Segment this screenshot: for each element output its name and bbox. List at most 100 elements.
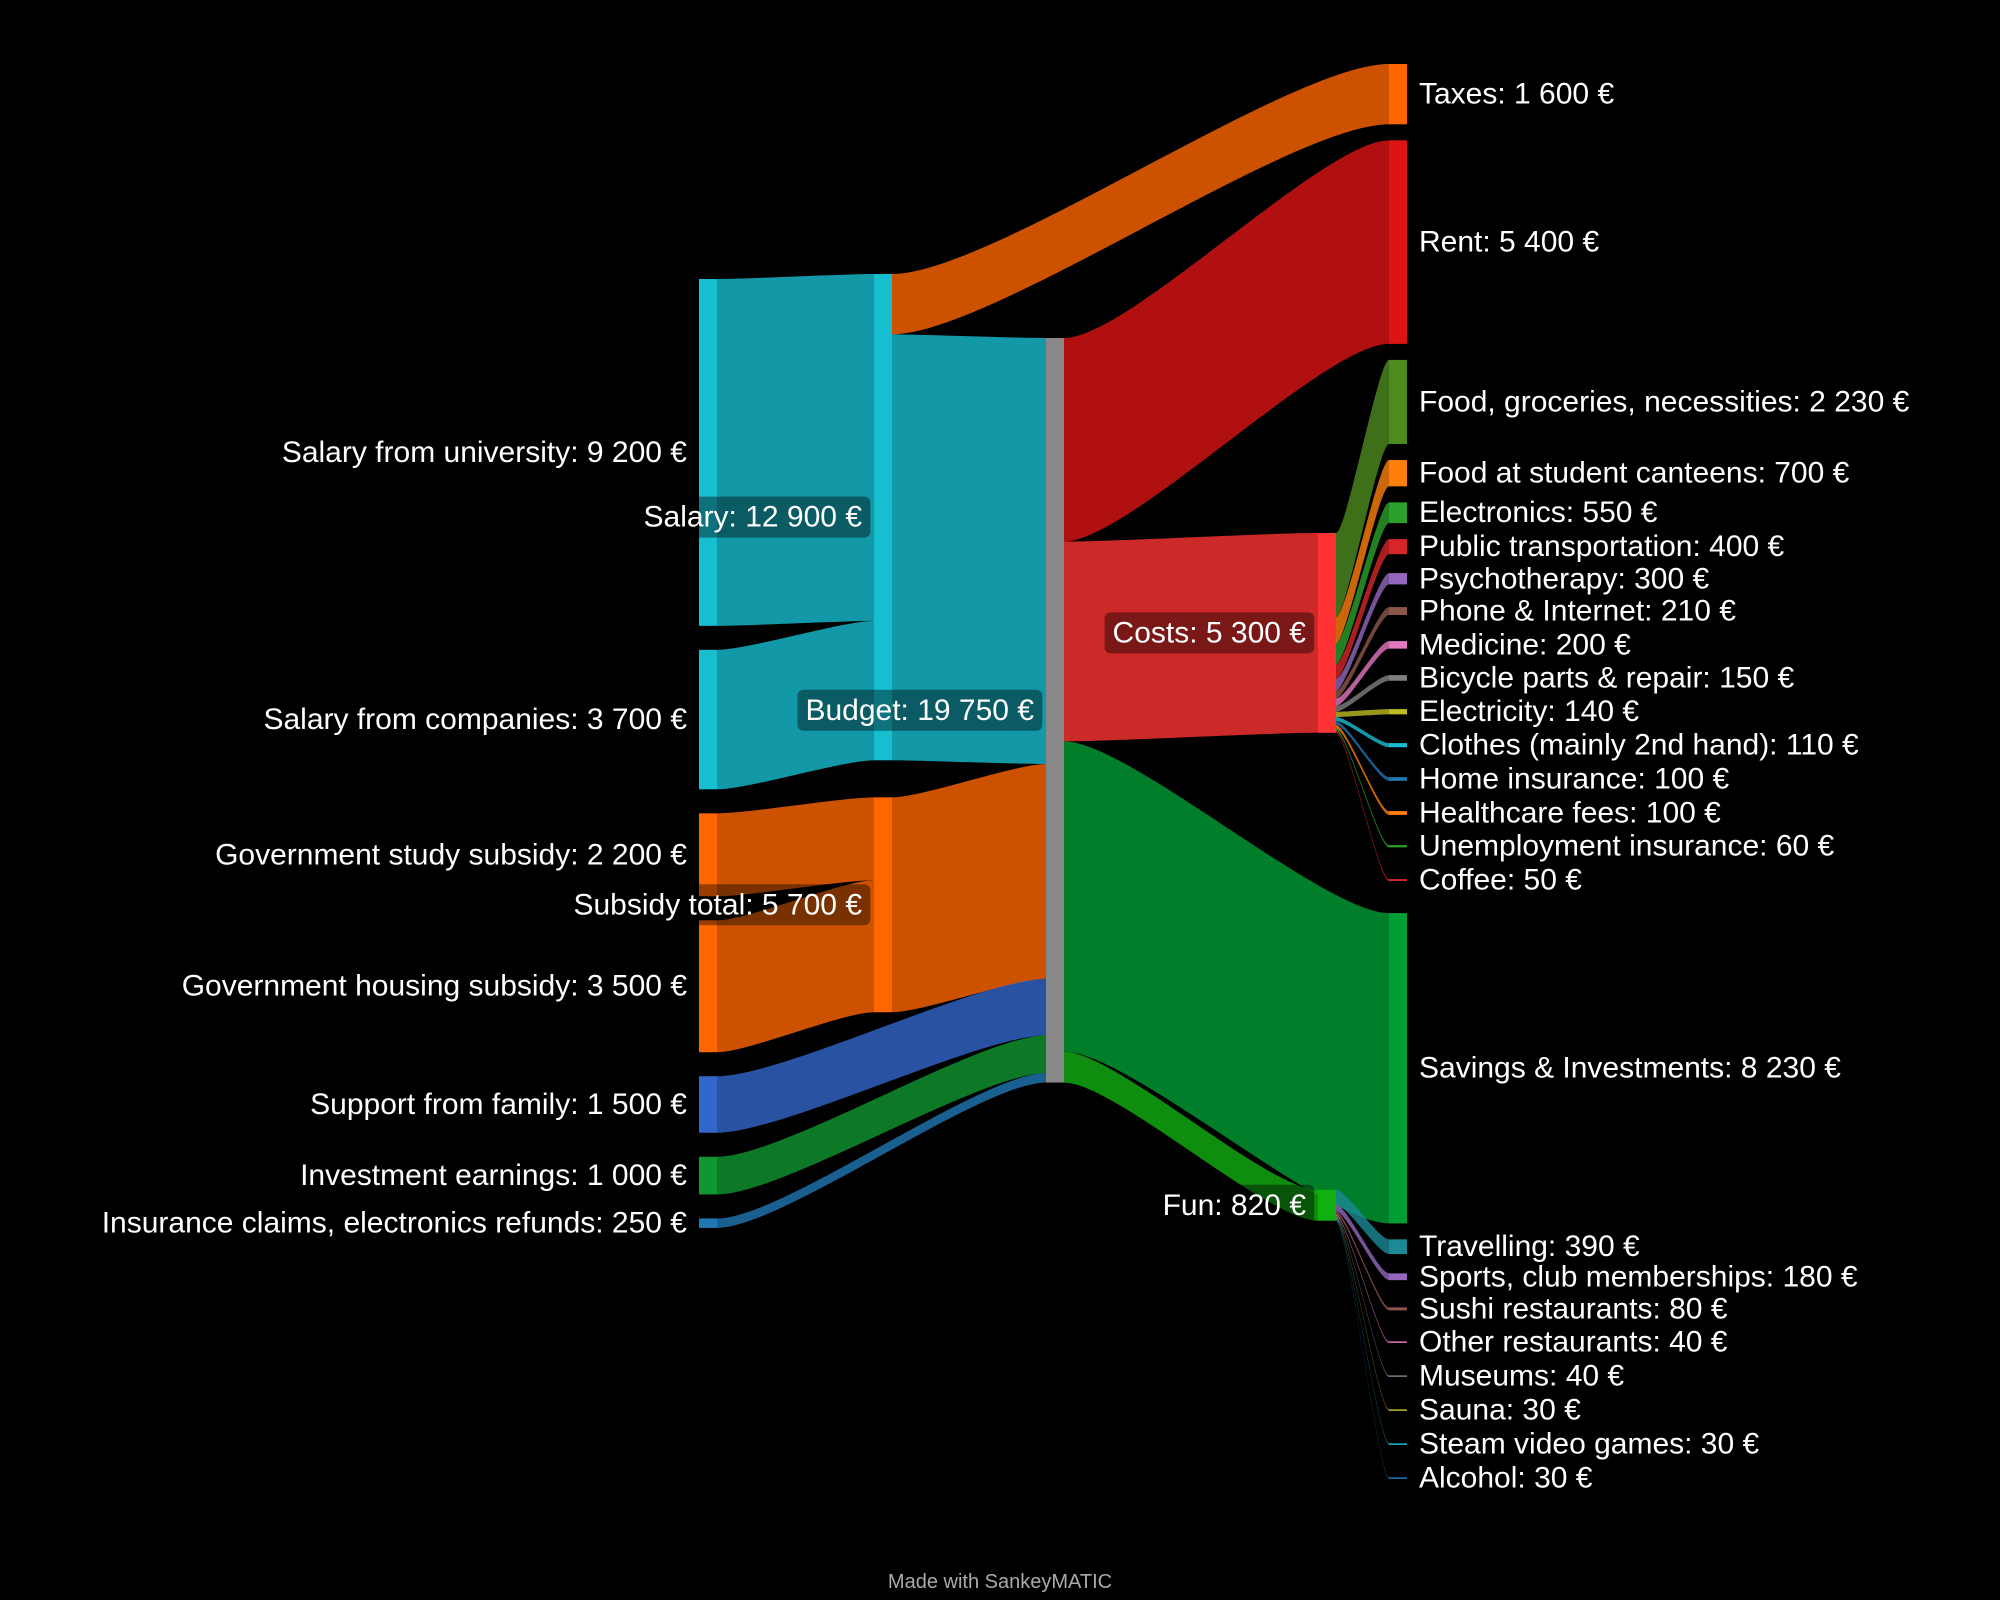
link <box>1336 730 1389 881</box>
link <box>1336 1219 1389 1479</box>
node <box>1318 533 1336 733</box>
link <box>1336 724 1389 815</box>
node <box>699 1076 717 1133</box>
node-label: Salary: 12 900 € <box>644 501 863 534</box>
label-background <box>1154 1184 1315 1226</box>
link <box>717 797 874 897</box>
link <box>1336 573 1389 691</box>
node-label: Sushi restaurants: 80 € <box>1419 1292 1728 1325</box>
node-label: Alcohol: 30 € <box>1419 1462 1593 1495</box>
label-background <box>635 496 871 538</box>
node <box>1389 845 1407 848</box>
node-label: Salary from university: 9 200 € <box>282 436 687 469</box>
links <box>717 64 1389 1479</box>
node-label: Museums: 40 € <box>1419 1360 1624 1393</box>
link <box>1064 140 1389 542</box>
link <box>1336 1215 1389 1377</box>
link <box>1336 539 1389 680</box>
node <box>1389 1341 1407 1343</box>
node-label: Budget: 19 750 € <box>805 694 1034 727</box>
credit: Made with SankeyMATIC <box>888 1571 1112 1593</box>
node-label: Rent: 5 400 € <box>1419 226 1599 259</box>
link <box>1336 607 1389 699</box>
node <box>1389 777 1407 781</box>
link <box>1336 675 1389 712</box>
node <box>1389 502 1407 524</box>
node-label: Food at student canteens: 700 € <box>1419 457 1850 490</box>
node <box>1389 607 1407 616</box>
node <box>1389 1443 1407 1445</box>
node-label: Medicine: 200 € <box>1419 628 1631 661</box>
node-label: Sauna: 30 € <box>1419 1394 1581 1427</box>
node-label: Unemployment insurance: 60 € <box>1419 830 1835 863</box>
node <box>1389 743 1407 748</box>
node-label: Investment earnings: 1 000 € <box>300 1159 687 1192</box>
link <box>1336 1217 1389 1411</box>
link <box>1336 1218 1389 1445</box>
link <box>1336 359 1389 618</box>
link <box>1064 1051 1318 1221</box>
link <box>1064 741 1389 1224</box>
node <box>699 649 717 790</box>
node <box>1389 1477 1407 1479</box>
node-label: Sports, club memberships: 180 € <box>1419 1260 1858 1293</box>
node-label: Travelling: 390 € <box>1419 1230 1640 1263</box>
link <box>1336 1189 1389 1255</box>
node-label: Insurance claims, electronics refunds: 2… <box>102 1207 688 1240</box>
link <box>1336 459 1389 644</box>
node-label: Public transportation: 400 € <box>1419 530 1785 563</box>
node <box>1389 64 1407 125</box>
node-label: Phone & Internet: 210 € <box>1419 595 1736 628</box>
node-label: Electricity: 140 € <box>1419 695 1639 728</box>
node-label: Subsidy total: 5 700 € <box>573 888 862 921</box>
link <box>1336 502 1389 665</box>
label-background <box>797 689 1043 731</box>
node-label: Bicycle parts & repair: 150 € <box>1419 661 1794 694</box>
link <box>1336 1211 1389 1311</box>
link <box>717 1035 1046 1195</box>
label-background <box>565 884 871 926</box>
node-label: Fun: 820 € <box>1163 1189 1307 1222</box>
node <box>1046 338 1064 1083</box>
node <box>1389 573 1407 585</box>
link <box>717 978 1046 1133</box>
node <box>874 797 892 1013</box>
node-label: Electronics: 550 € <box>1419 496 1658 529</box>
link <box>892 764 1046 1013</box>
link <box>1336 721 1389 781</box>
node-label: Government housing subsidy: 3 500 € <box>182 970 688 1003</box>
link <box>1336 641 1389 707</box>
node <box>1389 641 1407 649</box>
node-label: Steam video games: 30 € <box>1419 1428 1760 1461</box>
link <box>1336 716 1389 748</box>
node <box>1389 1375 1407 1377</box>
node <box>1389 140 1407 344</box>
node-label: Coffee: 50 € <box>1419 864 1582 897</box>
node <box>1389 1307 1407 1311</box>
node <box>1389 879 1407 881</box>
link <box>1064 533 1318 742</box>
node <box>699 813 717 897</box>
link <box>1336 1204 1389 1281</box>
node <box>1389 359 1407 444</box>
node <box>874 274 892 761</box>
node-label: Healthcare fees: 100 € <box>1419 796 1721 829</box>
node-label: Support from family: 1 500 € <box>310 1088 687 1121</box>
link <box>717 880 874 1053</box>
node-label: Taxes: 1 600 € <box>1419 78 1614 111</box>
node <box>1389 811 1407 815</box>
node-label: Food, groceries, necessities: 2 230 € <box>1419 385 1910 418</box>
node <box>1389 709 1407 715</box>
node-label: Psychotherapy: 300 € <box>1419 562 1710 595</box>
labels: Salary from university: 9 200 € Salary fr… <box>102 78 1910 1495</box>
label-background <box>1104 612 1315 654</box>
node <box>1389 1239 1407 1255</box>
node-label: Savings & Investments: 8 230 € <box>1419 1052 1841 1085</box>
node-label: Government study subsidy: 2 200 € <box>215 838 687 871</box>
node-label: Other restaurants: 40 € <box>1419 1326 1728 1359</box>
node <box>1389 459 1407 487</box>
node <box>1389 539 1407 555</box>
link <box>892 64 1389 335</box>
node <box>1389 913 1407 1224</box>
